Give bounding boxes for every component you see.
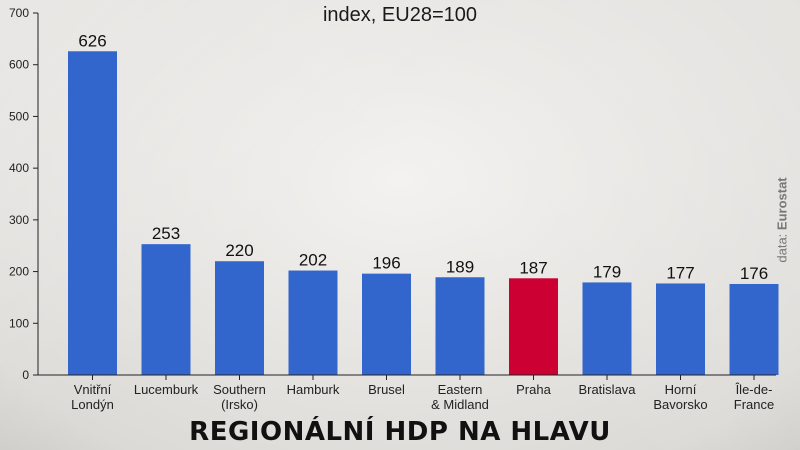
data-label: 177 <box>666 263 694 282</box>
data-label: 202 <box>299 251 327 270</box>
y-tick-label: 100 <box>9 316 29 330</box>
data-label: 176 <box>740 264 768 283</box>
x-tick-label: Horní Bavorsko <box>653 382 707 412</box>
data-label: 187 <box>519 258 547 277</box>
bar <box>729 283 779 375</box>
x-tick-label: Vnitřní Londýn <box>71 382 114 412</box>
chart-title: REGIONÁLNÍ HDP NA HLAVU <box>189 417 611 447</box>
bar <box>582 282 632 375</box>
y-tick-label: 500 <box>9 109 29 123</box>
data-label: 179 <box>593 262 621 281</box>
y-tick-label: 700 <box>9 6 29 20</box>
source-prefix: data: <box>774 230 790 263</box>
y-tick-label: 400 <box>9 161 29 175</box>
data-label: 220 <box>225 241 253 260</box>
y-tick-label: 600 <box>9 58 29 72</box>
bar <box>435 277 485 375</box>
source-note: data: Eurostat <box>775 177 790 262</box>
bar <box>288 270 338 375</box>
x-tick-label: Brusel <box>368 382 405 397</box>
y-tick-label: 300 <box>9 213 29 227</box>
bar <box>68 51 117 376</box>
data-label: 196 <box>372 254 400 273</box>
bar <box>141 244 191 375</box>
data-label: 253 <box>152 224 180 243</box>
data-label: 189 <box>446 257 474 276</box>
x-tick-label: Lucemburk <box>134 382 199 397</box>
x-tick-label: Eastern & Midland <box>431 382 489 412</box>
x-tick-label: Southern (Irsko) <box>213 382 266 412</box>
x-tick-label: Hamburk <box>287 382 340 397</box>
bar <box>509 278 558 375</box>
bar <box>215 261 264 375</box>
x-tick-label: Praha <box>516 382 551 397</box>
bar <box>656 283 705 375</box>
x-tick-label: Île-de-France <box>734 382 774 412</box>
source-name: Eurostat <box>774 177 790 231</box>
x-tick-label: Bratislava <box>578 382 636 397</box>
y-tick-label: 0 <box>22 368 29 382</box>
chart-subtitle: index, EU28=100 <box>322 4 477 26</box>
data-label: 626 <box>78 31 106 50</box>
y-tick-label: 200 <box>9 265 29 279</box>
bar <box>362 273 411 375</box>
